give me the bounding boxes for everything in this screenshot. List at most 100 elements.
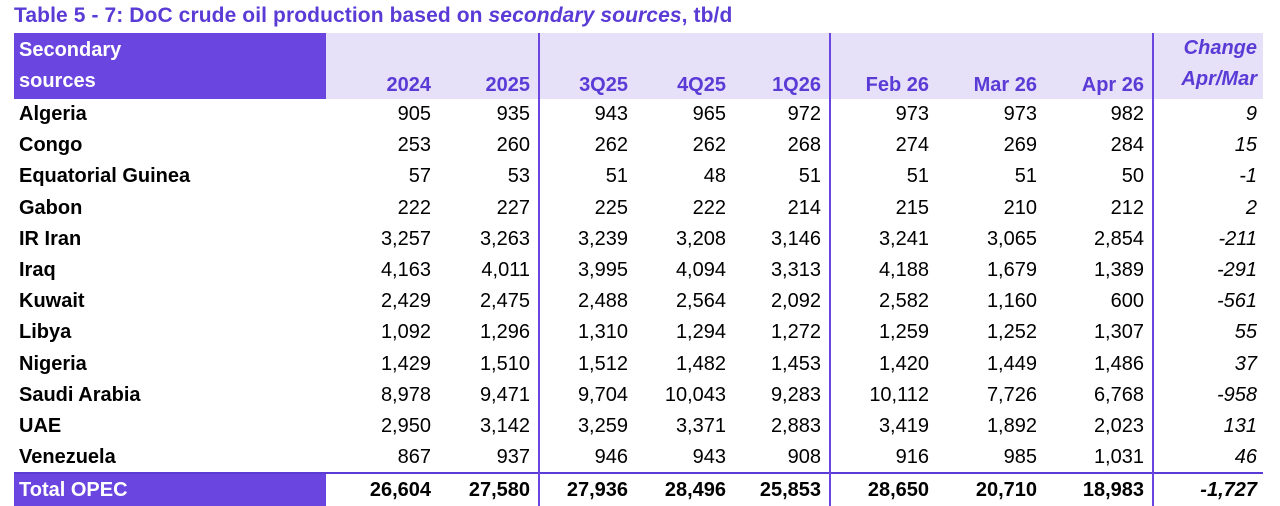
change-cell: -958 [1216,383,1257,406]
country-name: Kuwait [19,290,85,313]
table-row: Iraq 4,163 4,011 3,995 4,094 3,313 4,188 1,679 1… [14,254,1263,287]
value-cell: 3,371 [675,414,726,437]
value-cell: 57 [408,165,431,188]
header-change: Change Apr/Mar [1153,33,1263,99]
table-row: Algeria 905 935 943 965 972 973 973 982 9 [14,99,1263,131]
value-cell: 1,092 [380,321,431,344]
table-row: Libya 1,092 1,296 1,310 1,294 1,272 1,259 1,252… [14,317,1263,349]
value-cell: 9,283 [734,379,831,411]
value-cell: 1,482 [675,352,726,375]
value-cell: 268 [734,130,831,162]
value-cell: 1,510 [439,348,540,380]
value-cell: 973 [1003,103,1037,126]
table-row: Kuwait 2,429 2,475 2,488 2,564 2,092 2,582 1,16… [14,286,1263,318]
value-cell: 2,883 [734,410,831,443]
header-change-line1: Change [1183,37,1257,59]
value-cell: 2,023 [1045,410,1154,443]
country-name: Algeria [19,103,87,126]
value-cell: 3,241 [878,227,929,250]
header-col-2024: 2024 [326,33,439,99]
value-cell: 212 [1045,192,1154,224]
table-title: Table 5 - 7: DoC crude oil production ba… [14,4,732,28]
value-cell: 3,239 [577,227,628,250]
country-name: Libya [19,321,72,344]
value-cell: 1,310 [577,321,628,344]
value-cell: 1,486 [1045,348,1154,380]
change-cell: 15 [1234,134,1257,157]
value-cell: 1,420 [878,352,929,375]
country-name: Venezuela [19,445,116,468]
value-cell: 53 [439,161,540,193]
change-cell: 131 [1223,414,1257,437]
value-cell: 214 [734,192,831,224]
change-cell: 9 [1245,103,1257,126]
value-cell: 215 [895,196,929,219]
value-cell: 51 [605,165,628,188]
header-first-line2: sources [19,70,96,92]
value-cell: 1,679 [986,259,1037,282]
header-secondary-sources: Secondary sources [14,33,326,99]
value-cell: 982 [1045,99,1154,131]
value-cell: 6,768 [1045,379,1154,411]
value-cell: 253 [397,134,431,157]
value-cell: 227 [439,192,540,224]
country-name: UAE [19,414,62,437]
country-name: IR Iran [19,227,82,250]
value-cell: 1,160 [986,290,1037,313]
value-cell: 26,604 [326,472,439,506]
value-cell: 2,475 [439,286,540,318]
header-change-line2: Apr/Mar [1181,68,1257,90]
value-cell: 27,936 [539,472,636,506]
value-cell: 4,163 [380,259,431,282]
table-row: IR Iran 3,257 3,263 3,239 3,208 3,146 3,241 3,0… [14,223,1263,255]
value-cell: 27,580 [439,472,540,506]
value-cell: 1,389 [1045,254,1154,287]
header-col-mar26: Mar 26 [937,33,1045,99]
value-cell: 20,710 [937,472,1045,506]
value-cell: 1,272 [734,317,831,349]
value-cell: 3,146 [734,223,831,255]
change-cell: -291 [1216,259,1257,282]
value-cell: 3,065 [986,227,1037,250]
value-cell: 2,092 [734,286,831,318]
value-cell: 943 [594,103,628,126]
value-cell: 1,294 [675,321,726,344]
value-cell: 51 [906,165,929,188]
value-cell: 2,950 [380,414,431,437]
total-row: Total OPEC 26,604 27,580 27,936 28,496 25,853… [14,472,1263,506]
value-cell: 1,031 [1045,442,1154,474]
change-cell: 46 [1234,445,1257,468]
change-cell: 2 [1245,196,1257,219]
header-first-line1: Secondary [19,39,122,61]
change-cell: 55 [1234,321,1257,344]
value-cell: 9,704 [577,383,628,406]
value-cell: 18,983 [1045,472,1154,506]
table-row: Equatorial Guinea 57 53 51 48 51 51 51 50 -1 [14,161,1263,193]
value-cell: 274 [895,134,929,157]
header-col-apr26: Apr 26 [1045,33,1154,99]
value-cell: 965 [692,103,726,126]
value-cell: 269 [1003,134,1037,157]
table-row: Congo 253 260 262 262 268 274 269 284 15 [14,130,1263,162]
table-body: Algeria 905 935 943 965 972 973 973 982 9 Congo 253… [14,99,1263,506]
value-cell: 25,853 [734,472,831,506]
country-name: Saudi Arabia [19,383,141,406]
value-cell: 3,419 [878,414,929,437]
value-cell: 600 [1045,286,1154,318]
value-cell: 972 [734,99,831,131]
value-cell: 1,252 [986,321,1037,344]
value-cell: 973 [895,103,929,126]
value-cell: 210 [1003,196,1037,219]
value-cell: 1,892 [986,414,1037,437]
value-cell: 4,188 [878,259,929,282]
value-cell: 3,259 [577,414,628,437]
value-cell: 3,995 [577,259,628,282]
value-cell: 1,512 [577,352,628,375]
title-italic: secondary sources [488,4,682,27]
value-cell: 3,263 [439,223,540,255]
value-cell: 3,142 [439,410,540,443]
value-cell: 50 [1045,161,1154,193]
value-cell: 3,208 [675,227,726,250]
value-cell: 28,496 [636,472,734,506]
value-cell: 905 [397,103,431,126]
